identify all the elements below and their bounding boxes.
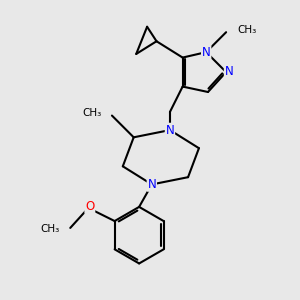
Text: O: O (85, 200, 94, 213)
Text: CH₃: CH₃ (237, 26, 256, 35)
Text: N: N (202, 46, 211, 59)
Text: CH₃: CH₃ (82, 108, 102, 118)
Text: CH₃: CH₃ (40, 224, 59, 234)
Text: N: N (147, 178, 156, 191)
Text: N: N (225, 65, 233, 78)
Text: N: N (166, 124, 174, 136)
